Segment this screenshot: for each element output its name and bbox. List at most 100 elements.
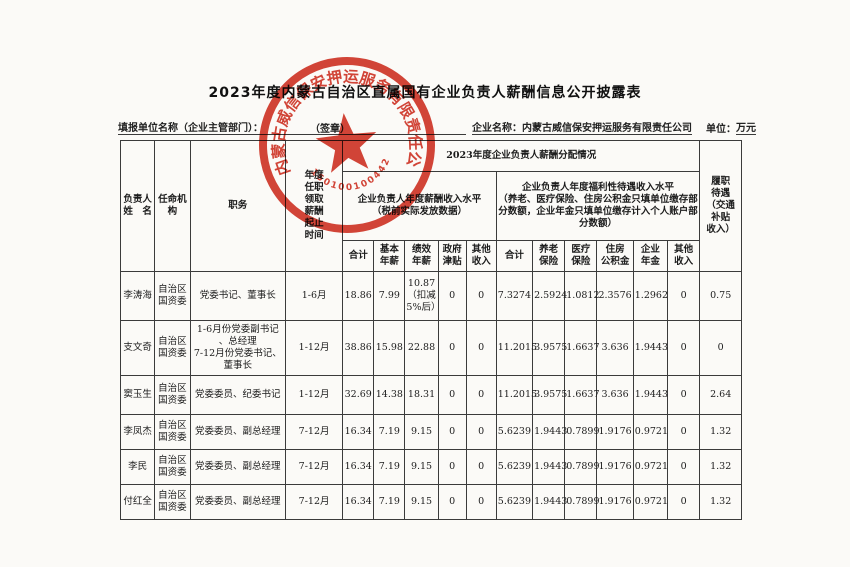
table-cell: 0	[465, 449, 497, 485]
table-cell: 5.6239	[495, 484, 534, 520]
table-row: 李凤杰 自治区 国资委 党委委员、副总经理 7-12月 16.34 7.19 9…	[119, 414, 742, 450]
table-cell: 38.86	[342, 320, 375, 376]
table-cell: 1.32	[699, 449, 742, 485]
col-header-pension: 养老 保险	[532, 240, 566, 272]
table-row: 李民 自治区 国资委 党委委员、副总经理 7-12月 16.34 7.19 9.…	[119, 449, 742, 485]
page-title: 2023年度内蒙古自治区直属国有企业负责人薪酬信息公开披露表	[208, 85, 642, 101]
table-cell: 7-12月	[285, 414, 344, 450]
table-cell: 1.0812	[564, 271, 600, 321]
table-cell: 李凤杰	[119, 414, 156, 450]
table-cell: 0	[437, 484, 467, 520]
table-cell: 14.38	[373, 375, 406, 415]
table-cell: 窦玉生	[119, 375, 156, 415]
col-header-housing-fund: 住房 公积金	[596, 240, 634, 272]
table-row: 付红全 自治区 国资委 党委委员、副总经理 7-12月 16.34 7.19 9…	[119, 484, 742, 520]
col-header-enterprise-annuity: 企业 年金	[632, 240, 669, 272]
table-cell: 1-12月	[285, 320, 344, 376]
col-header-other-income: 其他 收入	[465, 240, 497, 272]
col-header-welfare-total: 合计	[495, 240, 534, 272]
col-header-gov-allowance: 政府 津贴	[437, 240, 467, 272]
table-cell: 0	[465, 414, 497, 450]
table-cell: 李涛海	[119, 271, 156, 321]
table-cell: 自治区 国资委	[154, 449, 191, 485]
table-cell: 7.19	[373, 414, 406, 450]
table-cell: 0	[666, 449, 701, 485]
table-row: 李涛海 自治区 国资委 党委书记、董事长 1-6月 18.86 7.99 10.…	[119, 271, 742, 321]
table-cell: 0	[666, 375, 701, 415]
table-cell: 15.98	[373, 320, 406, 376]
table-cell: 1.9443	[532, 484, 567, 520]
table-cell: 16.34	[342, 414, 375, 450]
table-cell: 党委委员、纪委书记	[189, 375, 287, 415]
table-cell: 3.9575	[532, 375, 567, 415]
table-cell: 18.86	[342, 271, 375, 321]
table-cell: 党委委员、副总经理	[189, 484, 287, 520]
col-header-duty-allowance: 履职 待遇 （交通 补贴 收入）	[699, 140, 742, 272]
col-header-welfare-other: 其他 收入	[666, 240, 701, 272]
col-header-position: 职务	[189, 140, 287, 272]
report-unit-label-line: 填报单位名称（企业主管部门）： （签章）	[118, 119, 466, 135]
table-cell: 1.9443	[532, 449, 567, 485]
table-cell: 0.7899	[564, 484, 600, 520]
table-cell: 3.636	[596, 320, 634, 376]
table-subheader-row: 合计 基本 年薪 绩效 年薪 政府 津贴 其他 收入 合计 养老 保险 医疗 保…	[121, 240, 742, 272]
table-cell: 自治区 国资委	[154, 320, 191, 376]
table-cell: 22.88	[404, 320, 439, 376]
table-cell: 0	[465, 320, 497, 376]
table-cell: 自治区 国资委	[154, 375, 191, 415]
table-cell: 9.15	[404, 414, 439, 450]
table-cell: 0	[465, 375, 497, 415]
company-name-label: 企业名称：内蒙古威信保安押运服务有限责任公司	[472, 119, 692, 135]
table-cell: 1.6637	[564, 320, 600, 376]
table-cell: 0	[666, 484, 701, 520]
table-cell: 1-6月份党委副书记 、总经理 7-12月份党委书记、 董事长	[189, 320, 287, 376]
table-cell: 1.9443	[632, 320, 669, 376]
meta-row: 填报单位名称（企业主管部门）： （签章） 企业名称：内蒙古威信保安押运服务有限责任…	[118, 118, 758, 135]
seal-label: （签章）	[310, 124, 350, 135]
table-cell: 1-6月	[285, 271, 344, 321]
table-cell: 0	[437, 320, 467, 376]
table-cell: 7-12月	[285, 484, 344, 520]
table-cell: 7.19	[373, 484, 406, 520]
table-cell: 5.6239	[495, 414, 534, 450]
table-cell: 自治区 国资委	[154, 484, 191, 520]
table-cell: 10.87 （扣减 5%后）	[404, 271, 441, 321]
table-cell: 7.99	[373, 271, 406, 321]
table-cell: 2.5924	[532, 271, 567, 321]
col-header-base-salary: 基本 年薪	[373, 240, 406, 272]
table-cell: 7.3274	[495, 271, 534, 321]
table-cell: 18.31	[404, 375, 439, 415]
table-cell: 0	[699, 320, 742, 376]
table-cell: 1.2962	[632, 271, 669, 321]
group-header: 2023年度企业负责人薪酬分配情况	[342, 140, 701, 172]
table-cell: 1.9443	[532, 414, 567, 450]
table-cell: 0	[437, 449, 467, 485]
table-cell: 3.636	[596, 375, 634, 415]
table-cell: 0	[437, 414, 467, 450]
table-cell: 16.34	[342, 484, 375, 520]
table-cell: 自治区 国资委	[154, 271, 191, 321]
table-cell: 1.32	[699, 414, 742, 450]
table-cell: 0	[666, 271, 701, 321]
table-cell: 0.7899	[564, 414, 600, 450]
unit-value-label: 万元	[736, 119, 756, 135]
table-row: 窦玉生 自治区 国资委 党委委员、纪委书记 1-12月 32.69 14.38 …	[119, 375, 742, 415]
table-cell: 0	[666, 320, 701, 376]
col-header-name: 负责人 姓 名	[119, 140, 156, 272]
table-cell: 1.9176	[596, 449, 634, 485]
table-cell: 1.6637	[564, 375, 600, 415]
col-header-period: 年度 任职 领取 薪酬 起止 时间	[285, 140, 344, 272]
report-unit-label: 填报单位名称（企业主管部门）：	[118, 123, 263, 134]
salary-disclosure-table: 负责人 姓 名 任命机构 职务 年度 任职 领取 薪酬 起止 时间 2023年度…	[119, 140, 742, 520]
unit-prefix-label: 单位：	[706, 124, 736, 135]
table-cell: 0.9721	[632, 484, 669, 520]
table-cell: 11.2015	[495, 320, 537, 376]
table-row: 支文奇 自治区 国资委 1-6月份党委副书记 、总经理 7-12月份党委书记、 …	[119, 320, 742, 376]
table-cell: 1.9176	[596, 414, 634, 450]
table-cell: 0	[437, 375, 467, 415]
col-header-performance-salary: 绩效 年薪	[404, 240, 439, 272]
band-header-salary: 企业负责人年度薪酬收入水平 （税前实际发放数据）	[342, 171, 497, 241]
table-cell: 李民	[119, 449, 156, 485]
table-cell: 7-12月	[285, 449, 344, 485]
table-cell: 自治区 国资委	[154, 414, 191, 450]
